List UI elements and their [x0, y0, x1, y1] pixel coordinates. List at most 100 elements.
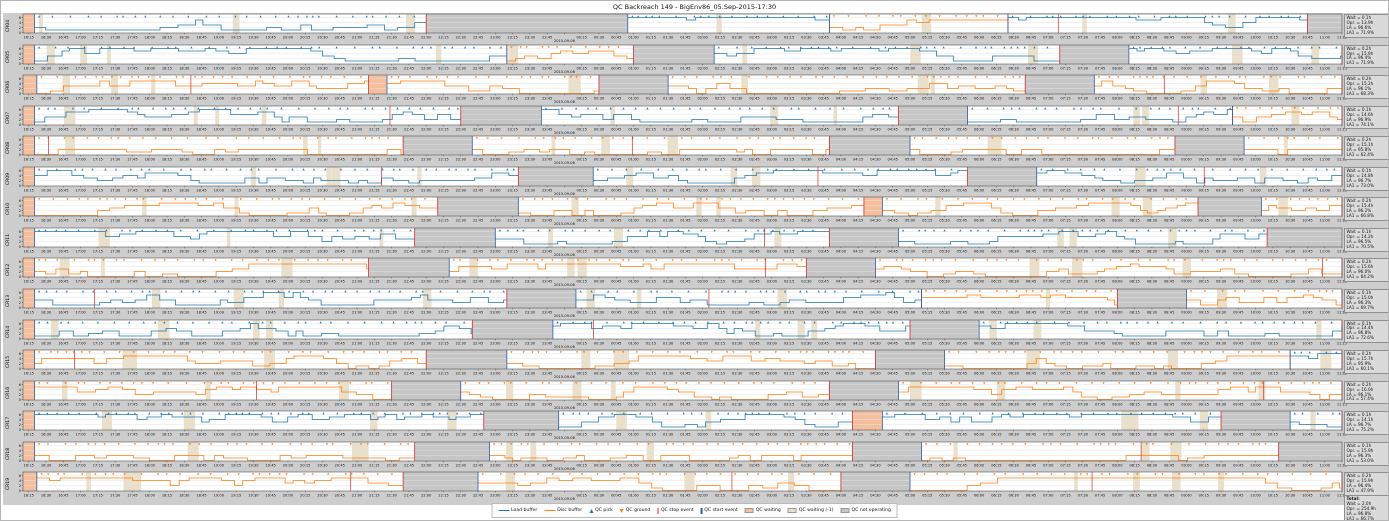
- svg-text:21:00: 21:00: [352, 188, 363, 192]
- svg-text:08:15: 08:15: [1129, 280, 1139, 284]
- svg-text:23:30: 23:30: [525, 158, 536, 162]
- svg-text:21:00: 21:00: [352, 311, 363, 315]
- svg-text:17:30: 17:30: [110, 249, 121, 253]
- svg-text:09:45: 09:45: [1233, 372, 1243, 376]
- svg-text:0: 0: [19, 153, 21, 157]
- svg-text:06:00: 06:00: [974, 402, 985, 406]
- svg-text:03:45: 03:45: [818, 158, 828, 162]
- svg-text:22:45: 22:45: [473, 188, 483, 192]
- svg-text:10:45: 10:45: [1302, 433, 1312, 437]
- svg-text:18:15: 18:15: [162, 402, 172, 406]
- svg-text:6: 6: [19, 260, 21, 264]
- svg-text:03:00: 03:00: [767, 463, 778, 467]
- svg-text:20:00: 20:00: [283, 66, 294, 70]
- svg-text:22:30: 22:30: [456, 280, 467, 284]
- svg-text:10:30: 10:30: [1285, 341, 1296, 345]
- svg-text:10:15: 10:15: [1268, 66, 1278, 70]
- svg-text:4: 4: [19, 449, 22, 453]
- svg-text:02:45: 02:45: [749, 341, 759, 345]
- svg-text:0: 0: [19, 275, 21, 279]
- svg-text:01:30: 01:30: [663, 341, 674, 345]
- svg-text:08:00: 08:00: [1112, 280, 1123, 284]
- svg-text:00:30: 00:30: [594, 463, 605, 467]
- svg-text:09:15: 09:15: [1199, 249, 1209, 253]
- svg-text:21:30: 21:30: [386, 402, 397, 406]
- svg-text:22:30: 22:30: [456, 188, 467, 192]
- svg-text:01:45: 01:45: [680, 188, 690, 192]
- row-label: CR08: [5, 142, 11, 154]
- svg-text:18:00: 18:00: [145, 219, 156, 223]
- svg-text:6: 6: [19, 444, 21, 448]
- svg-text:21:00: 21:00: [352, 463, 363, 467]
- svg-text:09:45: 09:45: [1233, 311, 1243, 315]
- svg-text:11:15: 11:15: [1337, 494, 1347, 498]
- svg-text:20:45: 20:45: [335, 280, 345, 284]
- svg-text:16:30: 16:30: [41, 372, 52, 376]
- svg-text:00:45: 00:45: [611, 463, 621, 467]
- midnight-date-label: 2015-09-06: [554, 70, 576, 74]
- svg-text:05:00: 05:00: [905, 188, 916, 192]
- svg-text:4: 4: [19, 143, 22, 147]
- svg-text:23:00: 23:00: [490, 188, 501, 192]
- row-stats-CR11: Wait = 0.1h Opr. = 14.2h LA = 96.5% LA1 = 7…: [1344, 227, 1388, 252]
- svg-text:02:45: 02:45: [749, 219, 759, 223]
- svg-text:02:30: 02:30: [732, 372, 743, 376]
- svg-text:06:00: 06:00: [974, 219, 985, 223]
- svg-text:02:30: 02:30: [732, 463, 743, 467]
- svg-text:18:15: 18:15: [162, 127, 172, 131]
- svg-text:08:15: 08:15: [1129, 463, 1139, 467]
- svg-text:11:00: 11:00: [1320, 97, 1331, 101]
- svg-text:19:15: 19:15: [231, 402, 241, 406]
- svg-text:01:15: 01:15: [646, 127, 656, 131]
- svg-text:01:15: 01:15: [646, 66, 656, 70]
- svg-text:23:45: 23:45: [542, 36, 552, 40]
- legend-label: QC ground: [625, 508, 651, 513]
- svg-text:03:00: 03:00: [767, 97, 778, 101]
- svg-text:03:45: 03:45: [818, 494, 828, 498]
- svg-text:22:15: 22:15: [438, 97, 448, 101]
- svg-text:2: 2: [19, 392, 21, 396]
- svg-text:18:45: 18:45: [196, 433, 206, 437]
- svg-text:2: 2: [19, 179, 21, 183]
- svg-text:18:45: 18:45: [196, 188, 206, 192]
- svg-text:18:30: 18:30: [179, 494, 190, 498]
- svg-text:08:30: 08:30: [1147, 433, 1158, 437]
- svg-text:16:30: 16:30: [41, 280, 52, 284]
- svg-text:19:00: 19:00: [214, 341, 225, 345]
- svg-text:20:00: 20:00: [283, 341, 294, 345]
- svg-text:17:30: 17:30: [110, 219, 121, 223]
- svg-text:09:30: 09:30: [1216, 188, 1227, 192]
- svg-text:23:15: 23:15: [507, 372, 517, 376]
- svg-text:09:00: 09:00: [1181, 311, 1192, 315]
- svg-text:07:15: 07:15: [1060, 188, 1070, 192]
- svg-text:05:30: 05:30: [939, 372, 950, 376]
- svg-text:6: 6: [19, 474, 21, 478]
- svg-text:04:15: 04:15: [853, 494, 863, 498]
- svg-text:21:30: 21:30: [386, 494, 397, 498]
- svg-text:21:30: 21:30: [386, 341, 397, 345]
- svg-text:00:45: 00:45: [611, 372, 621, 376]
- svg-text:00:45: 00:45: [611, 97, 621, 101]
- svg-text:10:30: 10:30: [1285, 249, 1296, 253]
- svg-text:23:15: 23:15: [507, 249, 517, 253]
- midnight-date-label: 2015-09-06: [554, 406, 576, 410]
- svg-text:10:15: 10:15: [1268, 219, 1278, 223]
- svg-text:04:45: 04:45: [888, 280, 898, 284]
- svg-text:09:30: 09:30: [1216, 341, 1227, 345]
- svg-text:21:00: 21:00: [352, 158, 363, 162]
- svg-text:18:15: 18:15: [162, 249, 172, 253]
- svg-text:09:30: 09:30: [1216, 463, 1227, 467]
- svg-text:21:45: 21:45: [404, 280, 414, 284]
- svg-text:21:45: 21:45: [404, 158, 414, 162]
- svg-text:21:30: 21:30: [386, 249, 397, 253]
- svg-text:22:45: 22:45: [473, 219, 483, 223]
- svg-text:17:30: 17:30: [110, 97, 121, 101]
- midnight-date-label: 2015-09-06: [554, 436, 576, 440]
- svg-text:20:45: 20:45: [335, 372, 345, 376]
- svg-text:22:15: 22:15: [438, 494, 448, 498]
- svg-text:16:45: 16:45: [58, 97, 68, 101]
- svg-text:04:30: 04:30: [870, 280, 881, 284]
- svg-text:17:00: 17:00: [75, 280, 86, 284]
- svg-text:03:45: 03:45: [818, 402, 828, 406]
